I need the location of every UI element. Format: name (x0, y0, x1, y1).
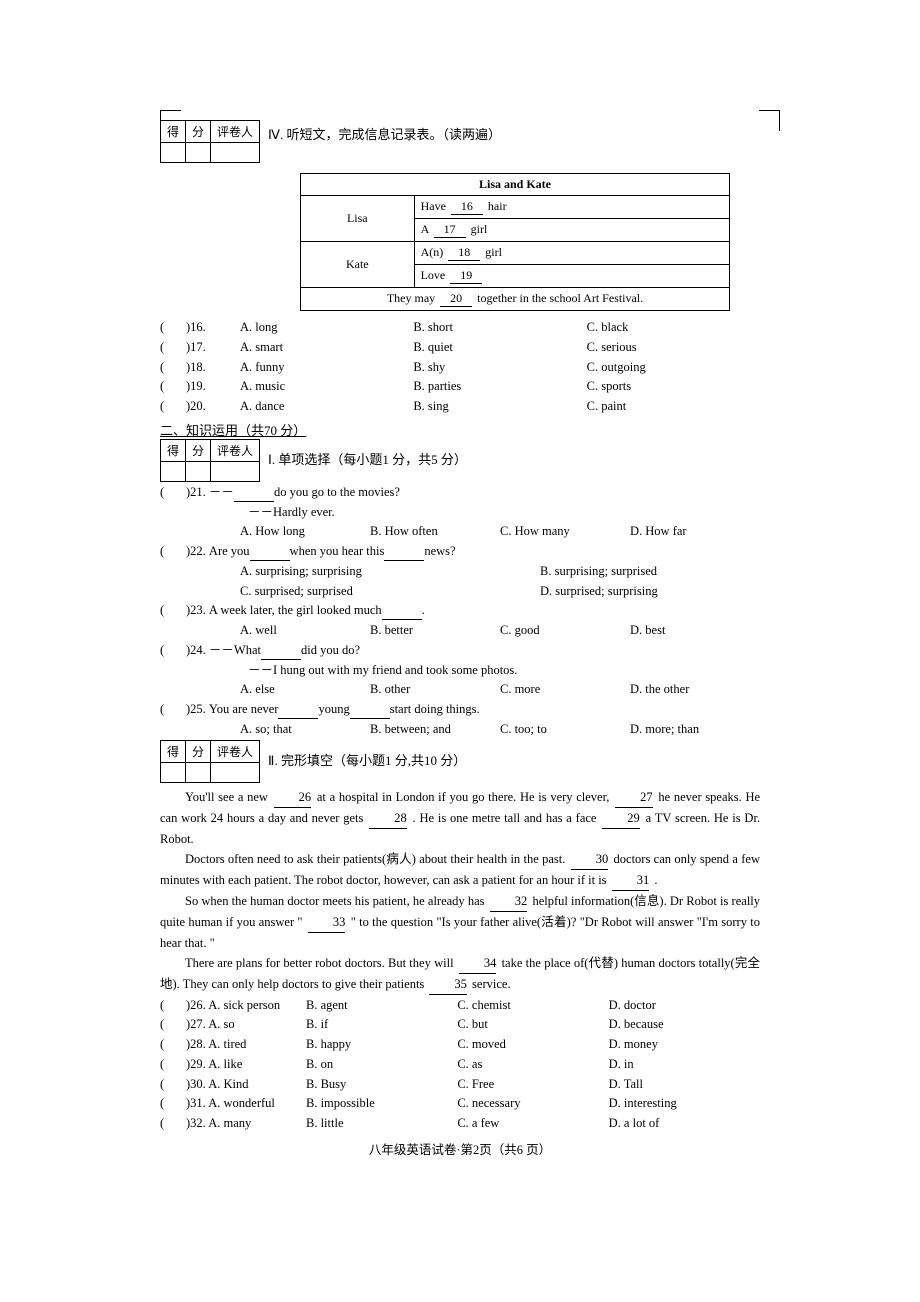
q22-opts2: C. surprised; surprisedD. surprised; sur… (160, 582, 760, 601)
q21-opts: A. How longB. How oftenC. How manyD. How… (160, 522, 760, 541)
q22-stem: ()22. Are youwhen you hear thisnews? (160, 542, 760, 561)
info-r2: A 17 girl (414, 219, 729, 242)
q16: ()16.A. longB. shortC. black (160, 318, 760, 337)
lisa-label: Lisa (301, 196, 415, 242)
q21-stem: ()21. －－do you go to the movies? (160, 483, 760, 502)
c26: ()26. A. sick personB. agentC. chemistD.… (160, 996, 760, 1015)
info-table: Lisa and Kate Lisa Have 16 hair A 17 gir… (300, 173, 730, 311)
q25-stem: ()25. You are neveryoungstart doing thin… (160, 700, 760, 719)
page-content: 得 分 评卷人 Ⅳ. 听短文，完成信息记录表。（读两遍） Lisa and Ka… (160, 120, 760, 1158)
c27: ()27. A. soB. ifC. butD. because (160, 1015, 760, 1034)
info-r5: They may 20 together in the school Art F… (301, 288, 730, 311)
info-header: Lisa and Kate (301, 174, 730, 196)
info-r4: Love 19 (414, 265, 729, 288)
info-r1: Have 16 hair (414, 196, 729, 219)
info-r3: A(n) 18 girl (414, 242, 729, 265)
c29: ()29. A. likeB. onC. asD. in (160, 1055, 760, 1074)
q23-opts: A. wellB. betterC. goodD. best (160, 621, 760, 640)
score-table-3: 得 分 评卷人 (160, 740, 260, 783)
q17: ()17.A. smartB. quietC. serious (160, 338, 760, 357)
q21-ans: －－Hardly ever. (160, 503, 760, 522)
section-iv-header: 得 分 评卷人 Ⅳ. 听短文，完成信息记录表。（读两遍） (160, 120, 760, 163)
score-c1: 得 (161, 121, 186, 143)
q24-ans: －－I hung out with my friend and took som… (160, 661, 760, 680)
c31: ()31. A. wonderfulB. impossibleC. necess… (160, 1094, 760, 1113)
q24-stem: ()24. －－Whatdid you do? (160, 641, 760, 660)
score-c3: 评卷人 (211, 121, 260, 143)
q19: ()19.A. musicB. partiesC. sports (160, 377, 760, 396)
q18: ()18.A. funnyB. shyC. outgoing (160, 358, 760, 377)
q22-opts1: A. surprising; surprisingB. surprising; … (160, 562, 760, 581)
c30: ()30. A. KindB. BusyC. FreeD. Tall (160, 1075, 760, 1094)
section-i-header: 得 分 评卷人 Ⅰ. 单项选择（每小题1 分，共5 分） (160, 439, 760, 482)
page-footer: 八年级英语试卷·第2页（共6 页） (160, 1139, 760, 1158)
q20: ()20.A. danceB. singC. paint (160, 397, 760, 416)
c28: ()28. A. tiredB. happyC. movedD. money (160, 1035, 760, 1054)
score-table: 得 分 评卷人 (160, 120, 260, 163)
score-c2: 分 (186, 121, 211, 143)
q23-stem: ()23. A week later, the girl looked much… (160, 601, 760, 620)
section-ii-header: 得 分 评卷人 Ⅱ. 完形填空（每小题1 分,共10 分） (160, 740, 760, 783)
part2-title: 二、知识运用（共70 分） (160, 420, 760, 439)
score-table-2: 得 分 评卷人 (160, 439, 260, 482)
cloze-passage: You'll see a new 26 at a hospital in Lon… (160, 787, 760, 995)
q24-opts: A. elseB. otherC. moreD. the other (160, 680, 760, 699)
c32: ()32. A. manyB. littleC. a fewD. a lot o… (160, 1114, 760, 1133)
q25-opts: A. so; thatB. between; andC. too; toD. m… (160, 720, 760, 739)
kate-label: Kate (301, 242, 415, 288)
corner-top-right (759, 110, 780, 131)
